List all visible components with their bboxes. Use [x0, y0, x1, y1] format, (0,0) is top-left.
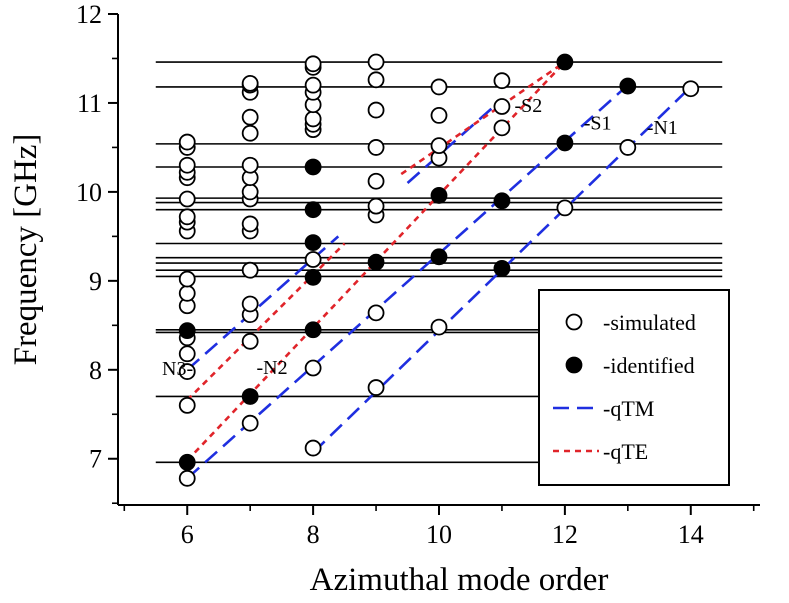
- simulated-point: [241, 261, 259, 279]
- identified-point: [367, 253, 385, 271]
- identified-point: [493, 259, 511, 277]
- identified-point: [178, 453, 196, 471]
- legend-identified-label: -identified: [603, 353, 695, 378]
- simulated-point: [304, 251, 322, 268]
- x-axis-title: Azimuthal mode order: [310, 562, 609, 598]
- simulated-point: [367, 139, 385, 156]
- simulated-point: [241, 156, 259, 174]
- y-axis-title: Frequency [GHz]: [8, 134, 44, 366]
- simulated-point: [178, 156, 196, 174]
- simulated-point: [367, 172, 385, 190]
- y-tick-label: 11: [77, 89, 102, 118]
- simulated-point: [430, 78, 448, 96]
- qtm-line: [186, 235, 340, 371]
- legend: -simulated -identified -qTM -qTE: [538, 289, 730, 486]
- legend-qte-label: -qTE: [603, 439, 648, 464]
- x-tick-label: 8: [307, 520, 320, 549]
- simulated-point: [241, 295, 259, 313]
- mode-label: N3-: [162, 358, 193, 380]
- simulated-point: [241, 183, 259, 201]
- simulated-point: [430, 137, 448, 155]
- simulated-point: [304, 76, 322, 94]
- y-tick-label: 10: [76, 178, 102, 207]
- simulated-point: [178, 133, 196, 151]
- simulated-point: [367, 53, 385, 71]
- simulated-point: [367, 379, 385, 396]
- simulated-point: [241, 124, 259, 142]
- mode-label: -N1: [647, 117, 678, 139]
- legend-simulated-label: -simulated: [603, 310, 696, 335]
- x-tick-label: 6: [181, 520, 194, 549]
- y-tick-label: 9: [89, 267, 102, 296]
- identified-point: [430, 248, 448, 266]
- simulated-point: [619, 139, 637, 156]
- simulated-point: [682, 80, 700, 98]
- identified-point: [430, 187, 448, 204]
- y-tick-label: 7: [89, 445, 102, 474]
- simulated-point: [367, 71, 385, 89]
- identified-point: [241, 388, 259, 405]
- simulated-point: [304, 55, 322, 73]
- legend-qtm-label: -qTM: [603, 396, 654, 421]
- identified-point: [493, 192, 511, 210]
- qtm-line: [406, 98, 503, 184]
- data-markers: [178, 53, 700, 487]
- simulated-point: [178, 270, 196, 288]
- mode-label: -N2: [256, 357, 287, 379]
- x-tick-label: 14: [678, 520, 704, 549]
- mode-label: -S1: [584, 113, 612, 135]
- simulated-point: [178, 284, 196, 302]
- simulated-point: [493, 119, 511, 137]
- identified-point: [556, 53, 574, 71]
- simulated-point: [241, 414, 259, 432]
- simulated-point: [556, 199, 574, 217]
- y-tick-label: 12: [76, 0, 102, 29]
- simulated-point: [241, 108, 259, 126]
- simulated-point: [367, 197, 385, 215]
- simulated-point: [178, 469, 196, 487]
- tick-marks: 6 8 10 12 14 7 8 9 10 11 12: [76, 0, 755, 549]
- identified-point: [304, 158, 322, 176]
- qte-line: [400, 60, 566, 176]
- simulated-point: [493, 98, 511, 115]
- x-tick-label: 12: [552, 520, 578, 549]
- identified-point: [304, 321, 322, 339]
- mode-annotations: N3- -N2 -S2 -S1 -N1: [162, 95, 678, 380]
- simulated-point: [178, 208, 196, 226]
- simulated-point: [178, 396, 196, 414]
- simulated-point: [304, 110, 322, 128]
- simulated-point: [367, 304, 385, 322]
- simulated-point: [241, 74, 259, 92]
- simulated-point: [178, 345, 196, 363]
- simulated-point: [178, 363, 196, 380]
- simulated-point: [430, 107, 448, 124]
- qte-line: [186, 242, 346, 401]
- y-tick-label: 8: [89, 356, 102, 385]
- simulated-point: [304, 439, 322, 457]
- simulated-point: [304, 359, 322, 377]
- simulated-point: [493, 72, 511, 90]
- identified-point: [304, 201, 322, 219]
- qtm-line: [186, 84, 629, 480]
- identified-point: [178, 322, 196, 340]
- mode-label: -S2: [515, 95, 543, 117]
- legend-simulated-marker: [565, 313, 583, 331]
- simulated-point: [430, 318, 448, 336]
- identified-point: [556, 134, 574, 152]
- x-tick-label: 10: [426, 520, 452, 549]
- identified-point: [304, 268, 322, 286]
- identified-point: [304, 234, 322, 251]
- legend-identified-marker: [565, 356, 583, 374]
- simulated-point: [241, 215, 259, 233]
- simulated-point: [241, 332, 259, 350]
- simulated-point: [178, 190, 196, 208]
- identified-point: [619, 77, 637, 95]
- simulated-point: [367, 101, 385, 119]
